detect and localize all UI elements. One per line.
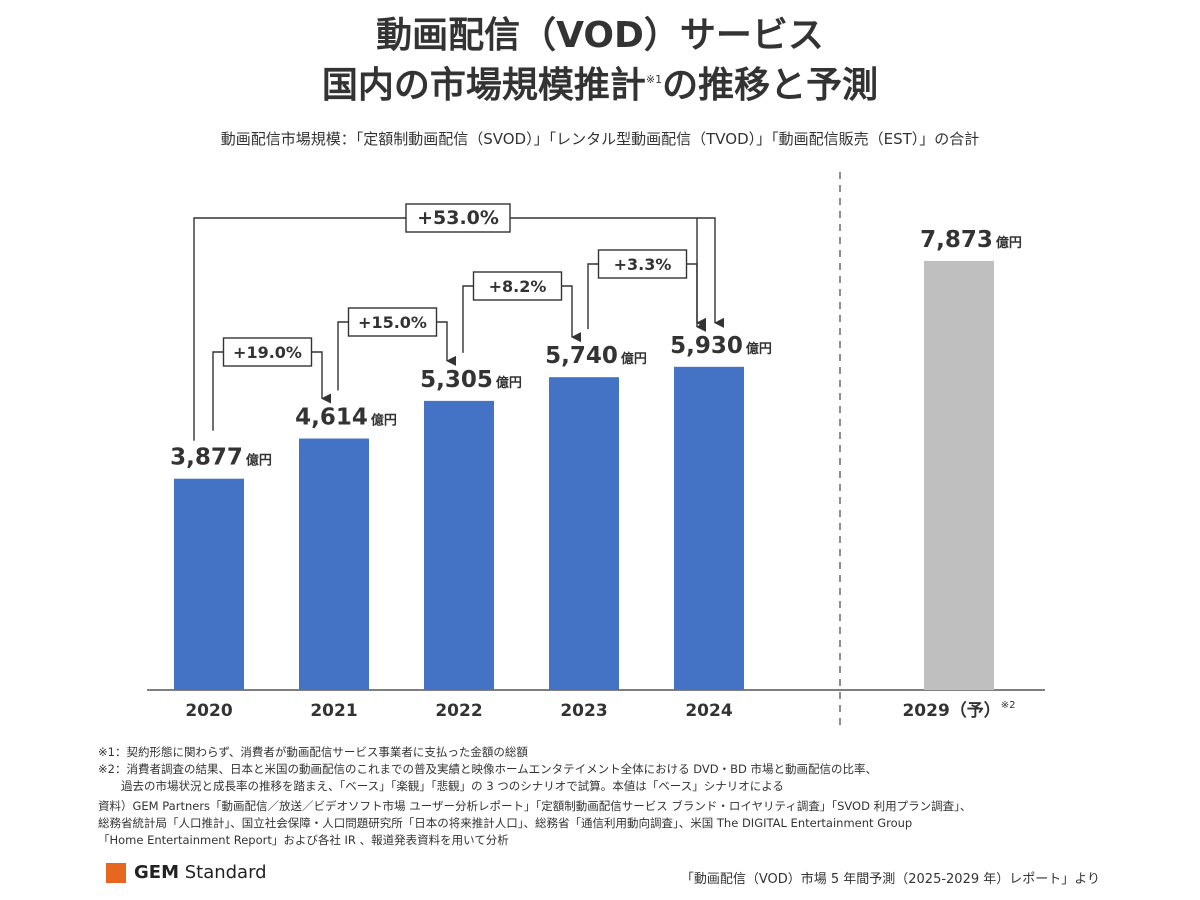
value-unit: 億円: [621, 351, 647, 367]
value-label-2020: 3,877 億円: [170, 445, 272, 471]
source-line-3: 「Home Entertainment Report」および各社 IR 、報道発…: [98, 833, 509, 847]
value-unit: 億円: [996, 235, 1022, 251]
source-line-1: 資料）GEM Partners「動画配信／放送／ビデオソフト市場 ユーザー分析レ…: [98, 799, 972, 813]
logo-text-rest: Standard: [178, 862, 267, 883]
value-unit: 億円: [496, 375, 522, 391]
footnotes: ※1：契約形態に関わらず、消費者が動画配信サービス事業者に支払った金額の総額 ※…: [98, 744, 877, 795]
category-text: 2024: [685, 701, 732, 721]
growth-label-2022-2023: +8.2%: [489, 277, 547, 296]
footnote-1: ※1：契約形態に関わらず、消費者が動画配信サービス事業者に支払った金額の総額: [98, 745, 528, 759]
bar-2022: [424, 400, 494, 690]
value-number: 4,614: [295, 405, 368, 431]
growth-box-2021-2022: [347, 307, 438, 337]
logo-square-icon: [106, 862, 126, 883]
category-text: 2023: [560, 701, 607, 721]
chart-title-line1: 動画配信（VOD）サービス: [376, 15, 824, 56]
bar-2020: [174, 478, 244, 690]
category-label-2: 2022: [435, 701, 482, 721]
footnote-2-cont: 過去の市場状況と成長率の推移を踏まえ、「ベース」「楽観」「悲観」の 3 つのシナ…: [98, 779, 784, 793]
value-label-2029（予）: 7,873 億円: [920, 227, 1022, 253]
category-label-4: 2024: [685, 701, 732, 721]
logo-text-bold: GEM: [134, 862, 179, 883]
footnote-2: ※2：消費者調査の結果、日本と米国の動画配信のこれまでの普及実績と映像ホームエン…: [98, 762, 878, 776]
value-unit: 億円: [746, 341, 772, 357]
growth-label-2023-2024: +3.3%: [614, 255, 672, 274]
category-label-0: 2020: [185, 701, 232, 721]
growth-box-2022-2023: [472, 271, 563, 301]
category-text: 2021: [310, 701, 357, 721]
value-number: 5,930: [670, 333, 743, 359]
value-number: 5,305: [420, 367, 493, 393]
category-text: 2022: [435, 701, 482, 721]
value-unit: 億円: [371, 413, 397, 429]
title-footnote-mark: ※1: [645, 73, 663, 86]
forecast-footnote-mark: ※2: [1001, 700, 1016, 711]
gem-standard-logo: GEM Standard: [106, 862, 267, 883]
chart-title-line2: 国内の市場規模推計※1の推移と予測: [0, 64, 1200, 108]
growth-label-2020-2024: +53.0%: [417, 207, 499, 229]
data-sources: 資料）GEM Partners「動画配信／放送／ビデオソフト市場 ユーザー分析レ…: [98, 798, 971, 849]
category-label-5: 2029（予）※2: [902, 700, 1015, 721]
value-label-2024: 5,930 億円: [670, 333, 772, 359]
value-label-2023: 5,740 億円: [545, 343, 647, 369]
value-number: 7,873: [920, 227, 993, 253]
bar-2024: [674, 366, 744, 690]
value-number: 3,877: [170, 445, 243, 471]
category-label-1: 2021: [310, 701, 357, 721]
growth-box-2023-2024: [597, 249, 688, 279]
footer-source: 「動画配信（VOD）市場 5 年間予測（2025-2029 年）レポート」より: [680, 872, 1100, 887]
chart-subtitle: 動画配信市場規模：「定額制動画配信（SVOD）」「レンタル型動画配信（TVOD）…: [220, 130, 980, 148]
category-text: 2020: [185, 701, 232, 721]
chart-title-line2-a: 国内の市場規模推計: [321, 65, 646, 106]
source-line-2: 総務省統計局「人口推計」、国立社会保障・人口問題研究所「日本の将来推計人口」、総…: [98, 816, 913, 830]
value-label-2021: 4,614 億円: [295, 405, 397, 431]
value-number: 5,740: [545, 343, 618, 369]
bar-2029（予）: [924, 260, 994, 690]
bar-2023: [549, 377, 619, 690]
bar-chart: +19.0%+15.0%+8.2%+3.3%+53.0% 3,877 億円2020…: [147, 172, 1045, 725]
bar-2021: [299, 438, 369, 690]
growth-box-2020-2021: [222, 337, 313, 367]
value-unit: 億円: [246, 453, 272, 469]
category-text: 2029（予）: [902, 700, 1000, 721]
logo-text: GEM Standard: [134, 862, 267, 883]
growth-box-2020-2024: [405, 203, 511, 233]
value-label-2022: 5,305 億円: [420, 367, 522, 393]
growth-label-2020-2021: +19.0%: [233, 343, 302, 362]
category-label-3: 2023: [560, 701, 607, 721]
chart-title-line2-b: の推移と予測: [662, 65, 879, 106]
growth-label-2021-2022: +15.0%: [358, 313, 427, 332]
